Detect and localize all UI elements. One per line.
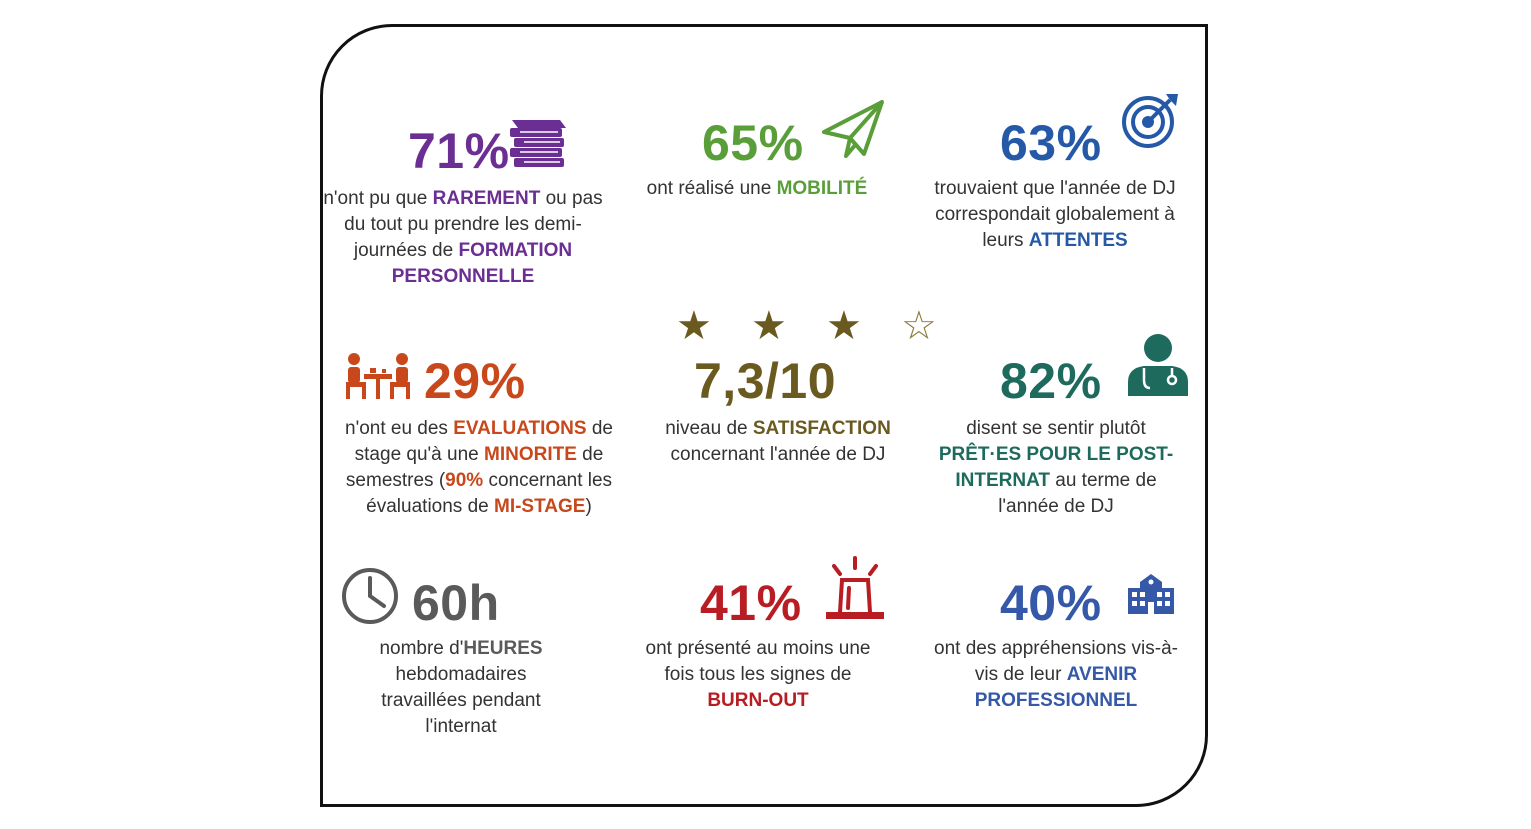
paper-plane-icon [822, 100, 884, 158]
doctor-icon [1128, 334, 1188, 396]
desc-attentes: trouvaient que l'année de DJ corresponda… [934, 178, 1176, 251]
desc-formation: n'ont pu que RAREMENT ou pas du tout pu … [323, 188, 603, 287]
stat-heures: 60h [412, 575, 500, 631]
stat-burnout: 41% [700, 575, 802, 631]
stat-post-internat: 82% [1000, 353, 1102, 409]
target-icon [1122, 94, 1178, 148]
desc-burnout: ont présenté au moins une fois tous les … [645, 638, 871, 711]
alarm-icon [826, 556, 884, 619]
desc-post-internat: disent se sentir plutôt PRÊT·ES POUR LE … [938, 418, 1174, 517]
stat-avenir: 40% [1000, 575, 1102, 631]
stat-satisfaction: 7,3/10 [694, 353, 837, 409]
rating-stars: ★ ★ ★ ☆ [676, 306, 951, 346]
books-icon [510, 120, 566, 167]
building-icon [1128, 574, 1174, 614]
stat-evaluations: 29% [424, 353, 526, 409]
desc-heures: nombre d'HEURES hebdomadaires travaillée… [379, 638, 543, 737]
desc-evaluations: n'ont eu des EVALUATIONS de stage qu'à u… [345, 418, 613, 517]
empty-star-icon: ☆ [900, 304, 951, 348]
desc-satisfaction: niveau de SATISFACTION concernant l'anné… [665, 418, 891, 465]
meeting-icon [346, 353, 410, 399]
desc-mobilite: ont réalisé une MOBILITÉ [646, 178, 868, 199]
stat-mobilite: 65% [702, 115, 804, 171]
infographic-frame [320, 24, 1208, 807]
filled-stars: ★ ★ ★ [676, 304, 876, 348]
stat-formation: 71% [408, 123, 510, 179]
stat-attentes: 63% [1000, 115, 1102, 171]
clock-icon [342, 568, 398, 624]
desc-avenir: ont des appréhensions vis-à-vis de leur … [934, 638, 1178, 711]
